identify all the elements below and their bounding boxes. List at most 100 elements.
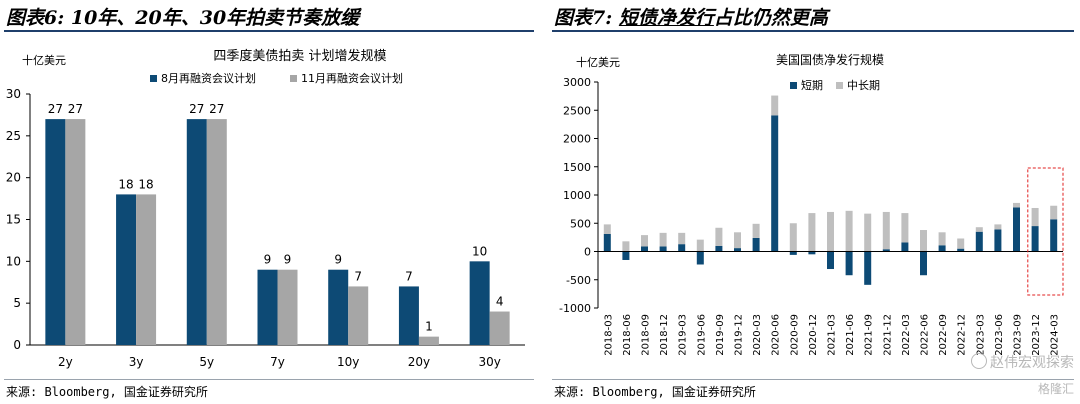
x-tick-label-2y: 2y <box>58 355 73 369</box>
x-tick-label-2018-09: 2018-09 <box>641 314 652 356</box>
bar-long-2021-03 <box>827 211 834 252</box>
x-tick-label-2024-03: 2024-03 <box>1050 314 1061 356</box>
data-label-10y-series-1: 9 <box>334 253 342 267</box>
bar-short-2023-12 <box>1031 226 1039 252</box>
bar-short-2018-03 <box>603 233 611 252</box>
data-label-30y-series-1: 10 <box>472 244 487 258</box>
bar-long-2022-12 <box>957 238 965 249</box>
bar-long-2018-09 <box>641 235 648 247</box>
y-tick-label: 15 <box>6 213 21 227</box>
bar-short-2021-09 <box>864 251 872 285</box>
bar-5y-series-1 <box>186 119 207 345</box>
x-tick-label-2020-09: 2020-09 <box>789 314 800 356</box>
y-tick-label: 5 <box>13 296 21 310</box>
bar-long-2023-09 <box>1013 202 1020 208</box>
x-tick-label-2019-06: 2019-06 <box>696 314 707 356</box>
data-label-2y-series-1: 27 <box>48 102 63 116</box>
x-tick-label-2018-06: 2018-06 <box>622 314 633 356</box>
bar-short-2023-03 <box>975 231 983 252</box>
y-tick-label: 0 <box>13 338 21 352</box>
bar-long-2022-09 <box>938 232 946 246</box>
y-tick-label: -1000 <box>559 302 591 315</box>
x-tick-label-2019-09: 2019-09 <box>715 314 726 356</box>
x-tick-label-2018-12: 2018-12 <box>659 314 670 356</box>
bar-long-2019-03 <box>678 232 686 245</box>
x-tick-label-2023-09: 2023-09 <box>1013 314 1024 356</box>
data-label-3y-series-2: 18 <box>138 177 153 191</box>
bar-2y-series-2 <box>65 119 86 345</box>
bar-short-2024-03 <box>1050 219 1058 252</box>
bar-3y-series-2 <box>136 194 157 345</box>
data-label-2y-series-2: 27 <box>68 102 83 116</box>
bar-long-2022-06 <box>920 230 927 252</box>
bar-30y-series-1 <box>469 261 490 345</box>
x-tick-label-30y: 30y <box>478 355 500 369</box>
x-tick-label-2021-09: 2021-09 <box>864 314 875 356</box>
x-tick-label-2020-06: 2020-06 <box>771 314 782 356</box>
data-label-5y-series-1: 27 <box>189 102 204 116</box>
bar-10y-series-1 <box>328 269 349 345</box>
bar-long-2021-09 <box>864 213 872 252</box>
bar-long-2023-06 <box>994 224 1002 230</box>
data-label-20y-series-2: 1 <box>425 320 433 334</box>
bar-long-2020-06 <box>771 95 779 116</box>
right-chart-title: 美国国债净发行规模 <box>776 52 884 67</box>
bar-2y-series-1 <box>45 119 66 345</box>
x-tick-label-2021-12: 2021-12 <box>882 314 893 356</box>
bar-short-2019-03 <box>678 244 686 252</box>
bar-short-2020-03 <box>752 237 760 252</box>
legend-label-2: 11月再融资会议计划 <box>301 72 403 85</box>
right-figure: 图表7: 短债净发行占比仍然更高 十亿美元 美国国债净发行规模 短期 中长期 -1000… <box>548 0 1080 404</box>
x-tick-label-2021-03: 2021-03 <box>827 314 838 356</box>
data-label-7y-series-1: 9 <box>264 253 272 267</box>
highlight-box <box>1027 167 1064 296</box>
bar-long-2018-12 <box>659 232 667 247</box>
x-tick-label-3y: 3y <box>129 355 144 369</box>
bar-short-2018-09 <box>641 246 648 252</box>
bar-short-2022-09 <box>938 245 946 252</box>
data-label-30y-series-2: 4 <box>496 295 504 309</box>
bar-20y-series-2 <box>418 336 439 345</box>
bar-7y-series-1 <box>257 269 278 345</box>
wechat-icon <box>971 353 987 369</box>
right-title-rule <box>552 30 1074 32</box>
y-tick-label: 10 <box>6 254 21 268</box>
x-tick-label-2023-12: 2023-12 <box>1031 314 1042 356</box>
left-unit-label: 十亿美元 <box>22 53 66 67</box>
legend-swatch-2 <box>290 75 297 82</box>
legend-swatch-long <box>836 82 843 89</box>
x-tick-label-2022-03: 2022-03 <box>901 314 912 356</box>
left-bottom-rule <box>4 379 534 380</box>
legend-label-short: 短期 <box>801 78 823 92</box>
left-figure: 图表6: 10年、20年、30年拍卖节奏放缓 十亿美元 四季度美债拍卖 计划增发规… <box>4 7 534 399</box>
left-title-rule <box>4 30 534 32</box>
bar-short-2018-12 <box>659 246 667 252</box>
y-tick-label: 25 <box>6 129 21 143</box>
data-label-3y-series-1: 18 <box>118 177 133 191</box>
bar-long-2024-03 <box>1050 205 1058 220</box>
bar-long-2019-09 <box>715 227 723 246</box>
x-tick-label-2022-12: 2022-12 <box>957 314 968 356</box>
bar-short-2019-12 <box>734 248 741 252</box>
right-title-underlined: 短债净发行 <box>618 7 714 29</box>
y-tick-label: 3000 <box>563 76 591 89</box>
legend-swatch-short <box>790 82 797 89</box>
y-tick-label: 2000 <box>563 133 591 146</box>
bar-short-2022-12 <box>957 248 965 252</box>
bar-short-2018-06 <box>622 251 630 260</box>
bar-long-2021-12 <box>882 211 890 250</box>
legend-label-long: 中长期 <box>847 79 880 92</box>
y-tick-label: 30 <box>6 87 21 101</box>
bar-5y-series-2 <box>206 119 227 345</box>
bar-long-2020-12 <box>808 213 816 252</box>
right-title-prefix: 图表7: <box>554 7 619 29</box>
bar-long-2018-06 <box>622 241 630 252</box>
bar-long-2020-09 <box>789 223 797 252</box>
x-tick-label-2019-12: 2019-12 <box>734 314 745 356</box>
right-figure-title: 图表7: 短债净发行占比仍然更高 <box>554 3 828 30</box>
x-tick-label-20y: 20y <box>408 355 430 369</box>
left-source-note: 来源: Bloomberg, 国金证券研究所 <box>6 385 208 399</box>
x-tick-label-2020-03: 2020-03 <box>752 314 763 356</box>
right-title-suffix: 占比仍然更高 <box>713 7 828 29</box>
legend-swatch-1 <box>150 75 157 82</box>
